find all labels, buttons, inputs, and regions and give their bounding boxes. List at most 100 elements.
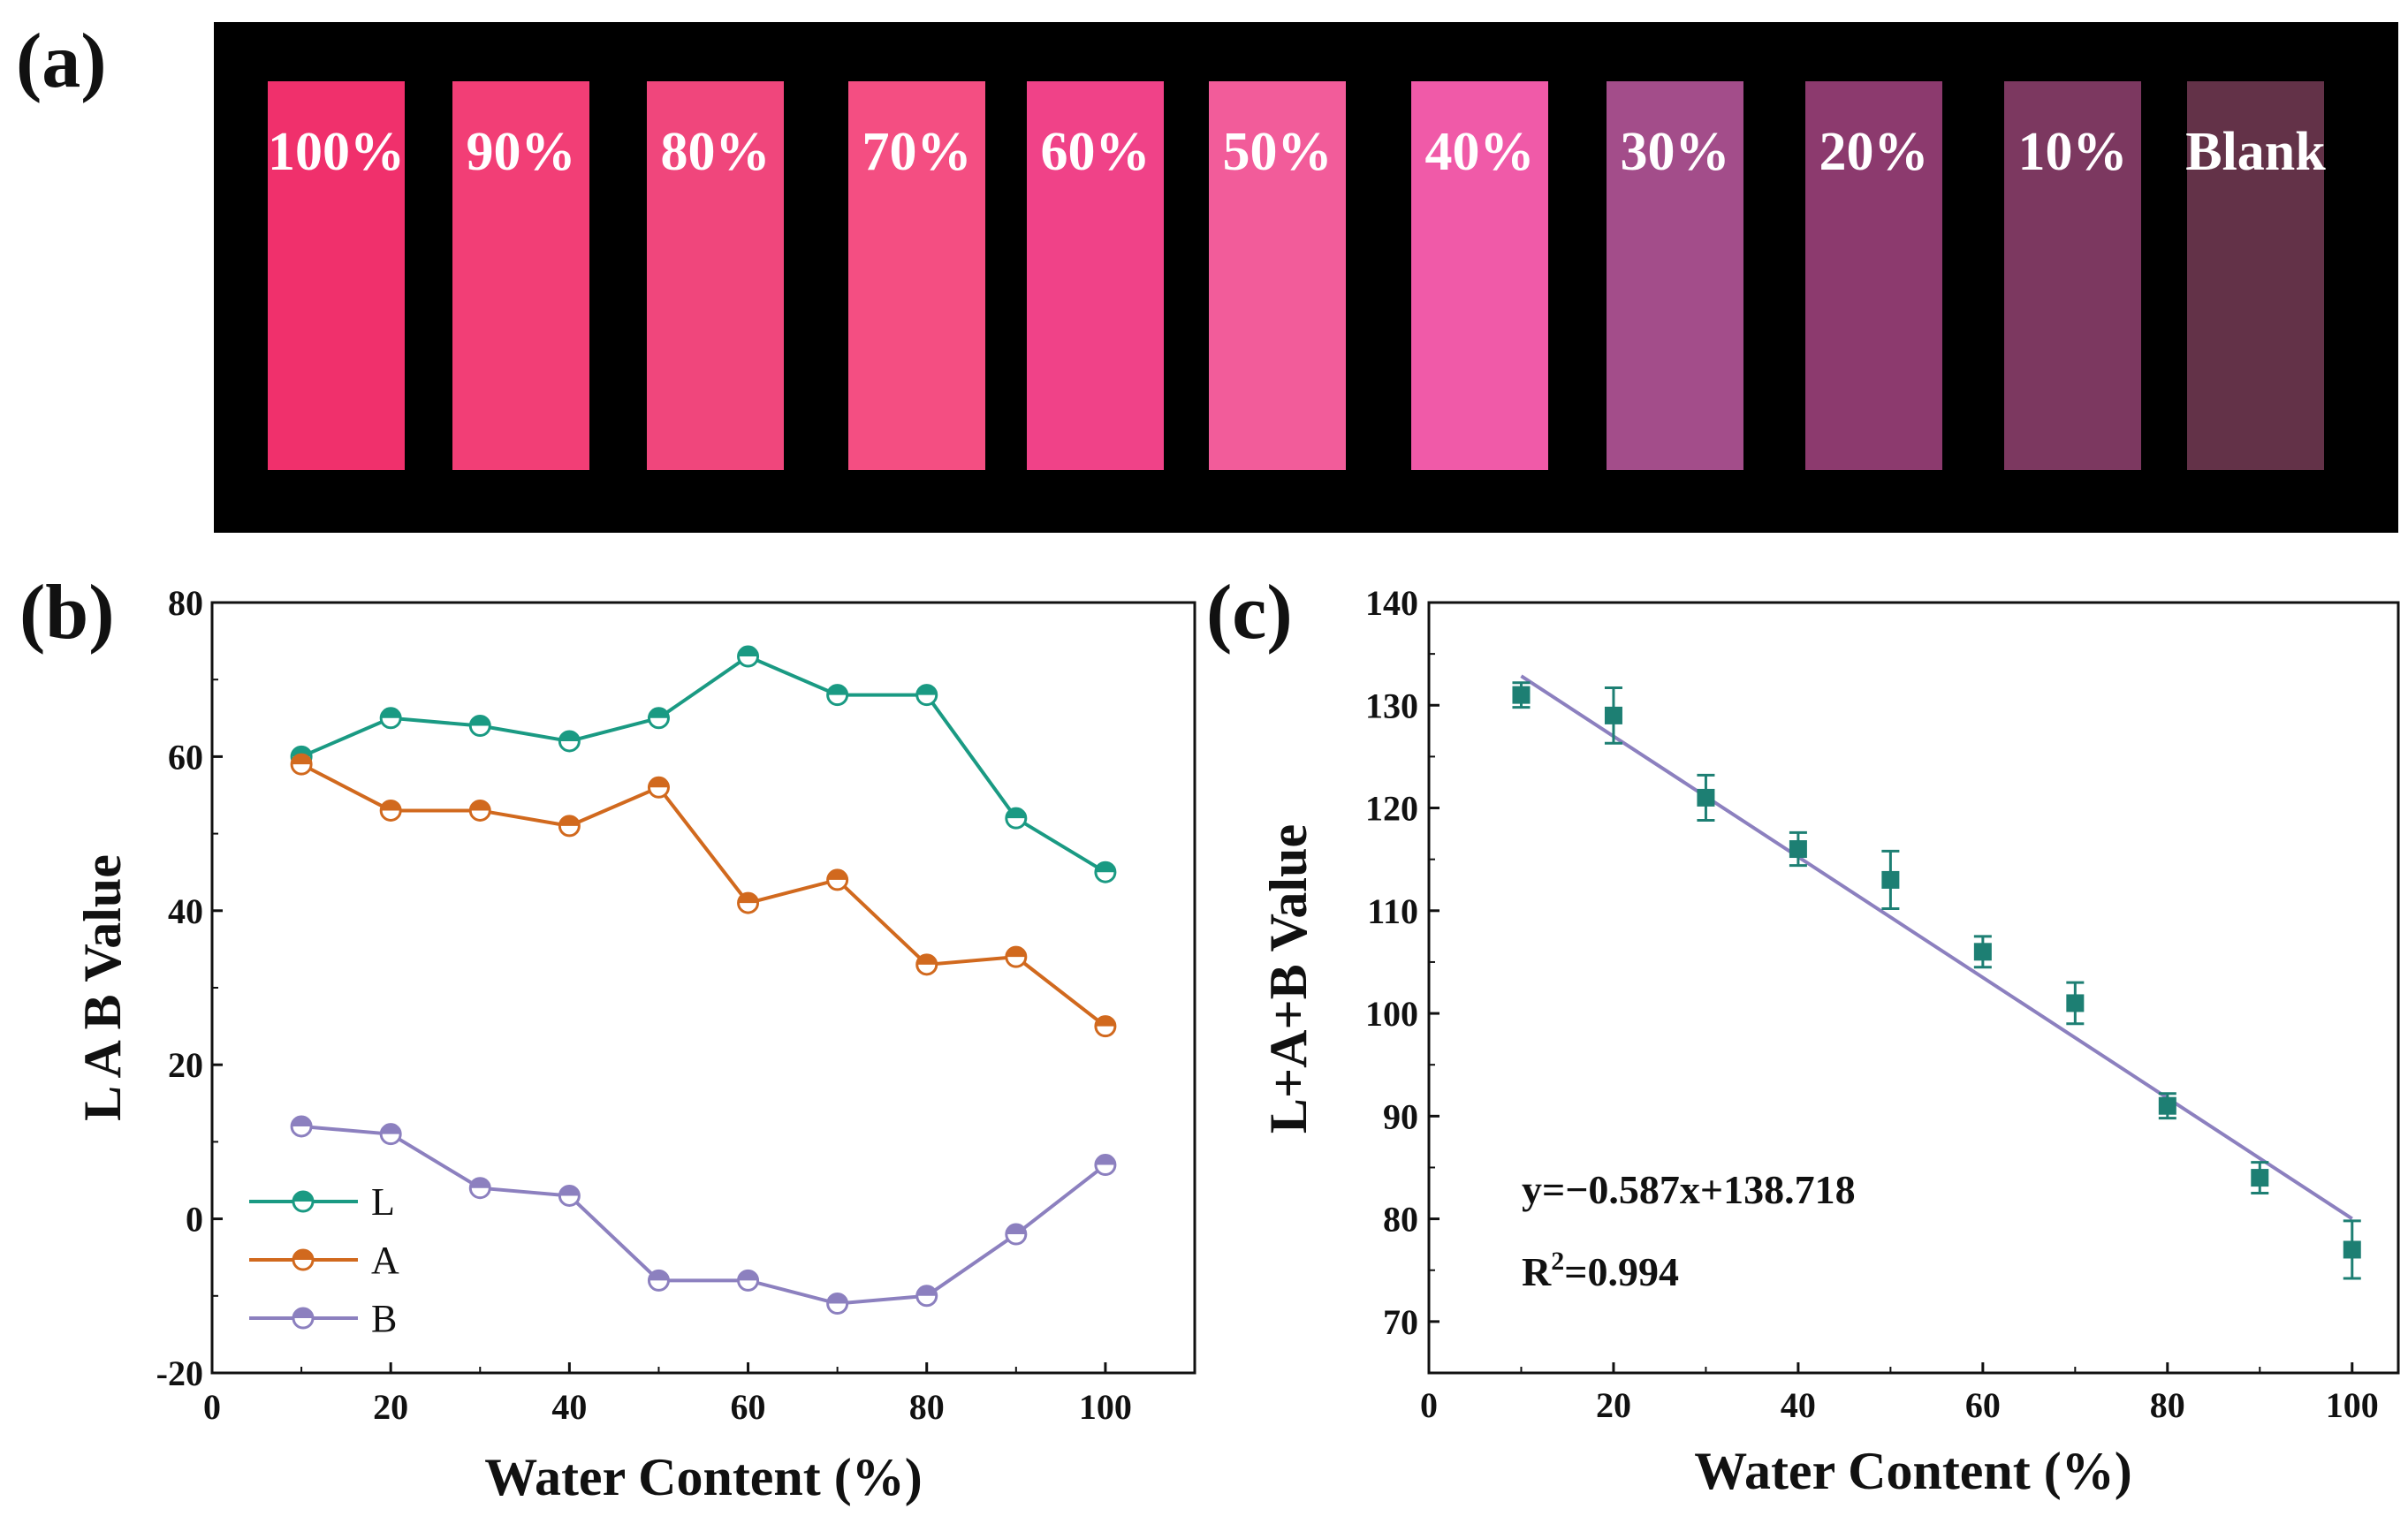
chart-b-point-B: [558, 1184, 581, 1207]
photo-strip: [268, 81, 405, 470]
chart-c-ytick-label: 80: [1383, 1200, 1418, 1240]
photo-strip-label: 10%: [2018, 122, 2128, 182]
chart-b-frame: [210, 601, 1196, 1375]
chart-c-ytick-label: 120: [1365, 789, 1418, 829]
photo-strip: [848, 81, 985, 470]
chart-c-ytick-label: 100: [1365, 994, 1418, 1034]
chart-c-xtick-label: 20: [1596, 1385, 1631, 1425]
chart-c-xtick-label: 0: [1420, 1385, 1438, 1425]
chart-c-point: [1881, 849, 1900, 910]
photo-strip: [452, 81, 589, 470]
photo-strip: [1607, 81, 1743, 470]
chart-b-point-L: [1094, 861, 1117, 883]
chart-b-series: [290, 645, 1117, 1315]
chart-c-equation: y=−0.587x+138.718: [1522, 1167, 1856, 1212]
chart-c-fit: [1520, 674, 2353, 1221]
chart-c-point: [1697, 773, 1715, 822]
chart-b-point-A: [379, 799, 402, 822]
chart-b-point-B: [1094, 1154, 1117, 1177]
chart-b-point-B: [647, 1269, 670, 1292]
chart-b-point-L: [737, 645, 760, 668]
photo-strip-label: 70%: [862, 122, 972, 182]
chart-c-ticks: 0 20 40 60 80 100 70 80 90 100 110 120 130 140: [1365, 583, 2379, 1425]
chart-b-ytick-label: 0: [186, 1200, 203, 1240]
chart-c-frame: [1427, 601, 2400, 1375]
chart-b-point-A: [290, 753, 313, 776]
photo-strip-label: 50%: [1223, 122, 1333, 182]
chart-b-point-B: [826, 1293, 849, 1315]
photo-strips: 100% 90% 80% 70% 60% 50% 40% 30% 20% 10% Blank: [268, 81, 2326, 470]
photo-strip-label: 40%: [1425, 122, 1535, 182]
chart-b-point-L: [915, 684, 938, 707]
chart-b-line-B: [300, 1124, 1107, 1306]
chart-c-ytick-label: 130: [1365, 686, 1418, 725]
photo-strip: [1209, 81, 1346, 470]
chart-c-point: [1604, 686, 1622, 745]
chart-b-ytick-label: 80: [168, 583, 203, 623]
chart-c-ytick-label: 70: [1383, 1302, 1418, 1342]
chart-b-xlabel: Water Content (%): [484, 1448, 922, 1506]
chart-c-point: [2066, 981, 2085, 1026]
chart-b-line-L: [300, 654, 1106, 874]
chart-b-xtick-label: 20: [373, 1387, 408, 1427]
chart-c-marker: [1512, 686, 1531, 704]
chart-c-point: [2343, 1219, 2361, 1280]
chart-c-xtick-label: 100: [2326, 1385, 2379, 1425]
chart-c-r2-value: =0.994: [1564, 1249, 1679, 1294]
legend-marker-B: [292, 1307, 315, 1330]
chart-c-marker: [1973, 943, 1992, 961]
chart-b-point-B: [737, 1269, 760, 1292]
photo-strip: [1411, 81, 1548, 470]
chart-c-marker: [1604, 706, 1622, 724]
chart-c-point: [2158, 1092, 2176, 1120]
chart-b-point-L: [647, 707, 670, 730]
chart-b-point-B: [915, 1285, 938, 1308]
chart-c-fit-line: [1520, 674, 2353, 1221]
legend-label-L: L: [371, 1180, 395, 1224]
chart-b-point-B: [290, 1115, 313, 1138]
chart-b-xtick-label: 60: [731, 1387, 766, 1427]
chart-c-ylabel: L+A+B Value: [1259, 824, 1318, 1134]
chart-b-xtick-label: 100: [1079, 1387, 1132, 1427]
photo-strip: [1805, 81, 1942, 470]
legend-label-A: A: [371, 1239, 399, 1282]
chart-c-xtick-label: 60: [1965, 1385, 2001, 1425]
photo-strip: [2187, 81, 2324, 470]
chart-c-points: [1512, 681, 2361, 1280]
chart-b-ytick-label: 60: [168, 737, 203, 777]
chart-b-ytick-label: 20: [168, 1045, 203, 1085]
chart-b-point-A: [647, 776, 670, 799]
photo-strip-label: 20%: [1819, 122, 1929, 182]
chart-b-point-L: [826, 684, 849, 707]
chart-c-marker: [2251, 1169, 2269, 1187]
chart-b-legend: LAB: [249, 1180, 399, 1340]
chart-c-point: [2251, 1161, 2269, 1195]
chart-c-point: [1512, 681, 1531, 709]
photo-strip-label: 30%: [1621, 122, 1730, 182]
chart-c-xlabel: Water Content (%): [1694, 1442, 2131, 1500]
photo-strip: [2004, 81, 2141, 470]
chart-b-point-L: [1005, 807, 1028, 830]
chart-c-xtick-label: 80: [2150, 1385, 2185, 1425]
chart-c-r2: R2=0.994: [1522, 1247, 1679, 1294]
chart-b-point-B: [468, 1177, 491, 1200]
chart-b-point-L: [468, 715, 491, 738]
photo-strip-label: 90%: [467, 122, 576, 182]
chart-b-point-L: [558, 730, 581, 753]
chart-c-marker: [2066, 994, 2085, 1012]
chart-b-point-A: [558, 815, 581, 838]
chart-c-marker: [2343, 1240, 2361, 1259]
chart-c-marker: [1789, 840, 1807, 859]
legend-label-B: B: [371, 1297, 397, 1340]
chart-b-point-B: [379, 1123, 402, 1146]
panel-c-label: (c): [1206, 570, 1293, 656]
panel-a-label: (a): [16, 19, 107, 104]
chart-c-ytick-label: 110: [1367, 891, 1418, 931]
chart-c-r2-prefix: R: [1522, 1249, 1552, 1294]
chart-c-ytick-label: 90: [1383, 1096, 1418, 1136]
photo-strip-label: Blank: [2185, 122, 2326, 182]
legend-marker-L: [292, 1190, 315, 1213]
